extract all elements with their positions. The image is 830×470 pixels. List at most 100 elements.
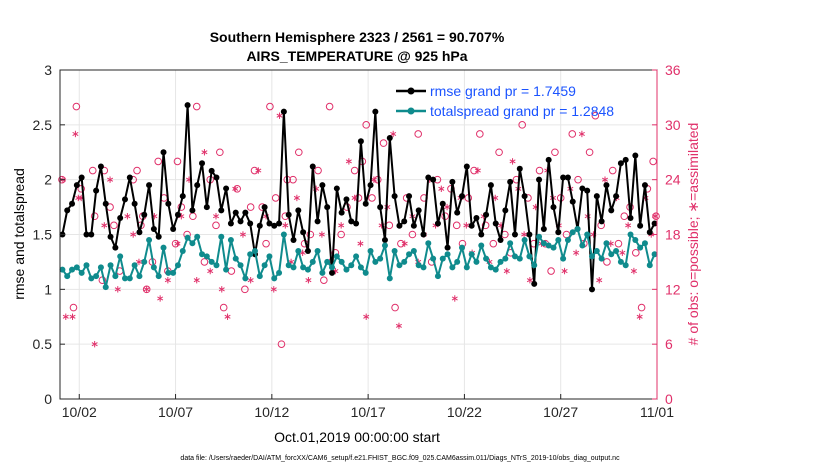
totalspread-point <box>497 258 504 265</box>
obs-possible-point <box>481 221 490 230</box>
rmse-point <box>160 149 167 156</box>
totalspread-point <box>473 258 480 265</box>
rmse-point <box>88 231 95 238</box>
totalspread-point <box>290 264 297 271</box>
obs-assimilated-point <box>69 313 76 320</box>
totalspread-point <box>97 264 104 271</box>
obs-possible-point <box>314 166 322 175</box>
totalspread-point <box>280 231 287 238</box>
rmse-point <box>131 200 138 207</box>
totalspread-point <box>564 236 571 243</box>
obs-assimilated-point <box>232 185 239 193</box>
rmse-point <box>560 174 567 181</box>
totalspread-point <box>637 244 644 251</box>
rmse-point <box>507 178 514 185</box>
obs-assimilated-point <box>157 295 164 302</box>
obs-assimilated-point <box>474 167 481 174</box>
obs-possible-point <box>277 340 286 348</box>
y-tick-label-right: 12 <box>665 281 681 297</box>
rmse-point <box>107 233 114 240</box>
obs-possible-point <box>408 230 417 239</box>
rmse-point <box>569 198 576 205</box>
y-axis-right-label: # of obs: o=possible; ∗=assimilated <box>685 123 701 346</box>
obs-assimilated-point <box>270 286 277 293</box>
obs-assimilated-point <box>305 276 312 284</box>
totalspread-point <box>632 236 639 243</box>
rmse-point <box>545 156 552 163</box>
rmse-point <box>102 200 109 207</box>
x-tick-label: 10/22 <box>447 404 482 420</box>
totalspread-point <box>536 233 543 240</box>
totalspread-point <box>131 262 138 269</box>
obs-possible-point <box>219 303 228 312</box>
rmse-point <box>170 226 177 233</box>
rmse-point <box>150 226 157 233</box>
rmse-point <box>223 185 230 192</box>
rmse-point <box>377 204 384 211</box>
obs-possible-point <box>154 157 163 166</box>
totalspread-point <box>208 258 215 265</box>
y-axis-right: 0 6 12 18 24 30 36 <box>652 62 681 407</box>
obs-possible-point <box>362 121 371 129</box>
rmse-point <box>425 174 432 181</box>
obs-possible-point <box>614 239 623 248</box>
obs-possible-point <box>88 166 97 175</box>
obs-possible-point <box>289 175 297 184</box>
obs-possible-point <box>637 303 646 312</box>
totalspread-point <box>223 266 230 273</box>
obs-possible-point <box>173 157 182 166</box>
obs-possible-point <box>77 185 85 193</box>
rmse-point <box>194 182 201 189</box>
rmse-point <box>329 269 336 276</box>
obs-possible-point <box>620 212 629 221</box>
totalspread-point <box>454 258 461 265</box>
rmse-point <box>367 182 374 189</box>
rmse-point <box>430 176 437 183</box>
rmse-point <box>199 160 206 167</box>
y-axis-left: 0 0.5 1 1.5 2 2.5 3 <box>33 62 65 407</box>
rmse-point <box>304 247 311 254</box>
obs-assimilated-point <box>351 194 358 202</box>
obs-assimilated-point <box>596 276 603 284</box>
legend-marker-rmse <box>407 87 415 95</box>
totalspread-point <box>194 233 201 240</box>
rmse-point <box>449 178 456 185</box>
rmse-point <box>487 182 494 189</box>
totalspread-point <box>141 258 148 265</box>
obs-assimilated-point <box>363 313 370 320</box>
totalspread-point <box>574 226 581 233</box>
totalspread-point <box>237 262 244 269</box>
totalspread-point <box>319 269 326 276</box>
totalspread-point <box>492 266 499 273</box>
totalspread-point <box>589 253 596 260</box>
obs-assimilated-point <box>338 222 345 229</box>
rmse-point <box>641 182 648 189</box>
obs-possible-point <box>414 130 423 138</box>
obs-assimilated-point <box>114 286 121 293</box>
obs-assimilated-point <box>130 231 137 238</box>
obs-assimilated-point <box>451 295 458 302</box>
totalspread-point <box>396 262 403 269</box>
rmse-point <box>478 231 485 238</box>
rmse-point <box>516 165 523 172</box>
rmse-point <box>141 211 148 218</box>
rmse-point <box>121 196 128 203</box>
obs-assimilated-point <box>444 203 451 211</box>
rmse-point <box>179 193 186 200</box>
totalspread-point <box>608 251 615 258</box>
rmse-point <box>184 102 191 109</box>
totalspread-point <box>146 236 153 243</box>
totalspread-point <box>121 275 128 282</box>
rmse-point <box>406 193 413 200</box>
rmse-point <box>617 160 624 167</box>
y-tick-label-right: 24 <box>665 172 681 188</box>
rmse-point <box>444 244 451 251</box>
totalspread-point <box>300 264 307 271</box>
obs-assimilated-point <box>293 194 300 202</box>
obs-possible-point <box>391 303 399 312</box>
rmse-point <box>420 231 427 238</box>
totalspread-point <box>64 273 71 280</box>
obs-possible-point <box>535 166 544 175</box>
obs-possible-point <box>649 157 657 166</box>
obs-possible-point <box>58 175 66 184</box>
